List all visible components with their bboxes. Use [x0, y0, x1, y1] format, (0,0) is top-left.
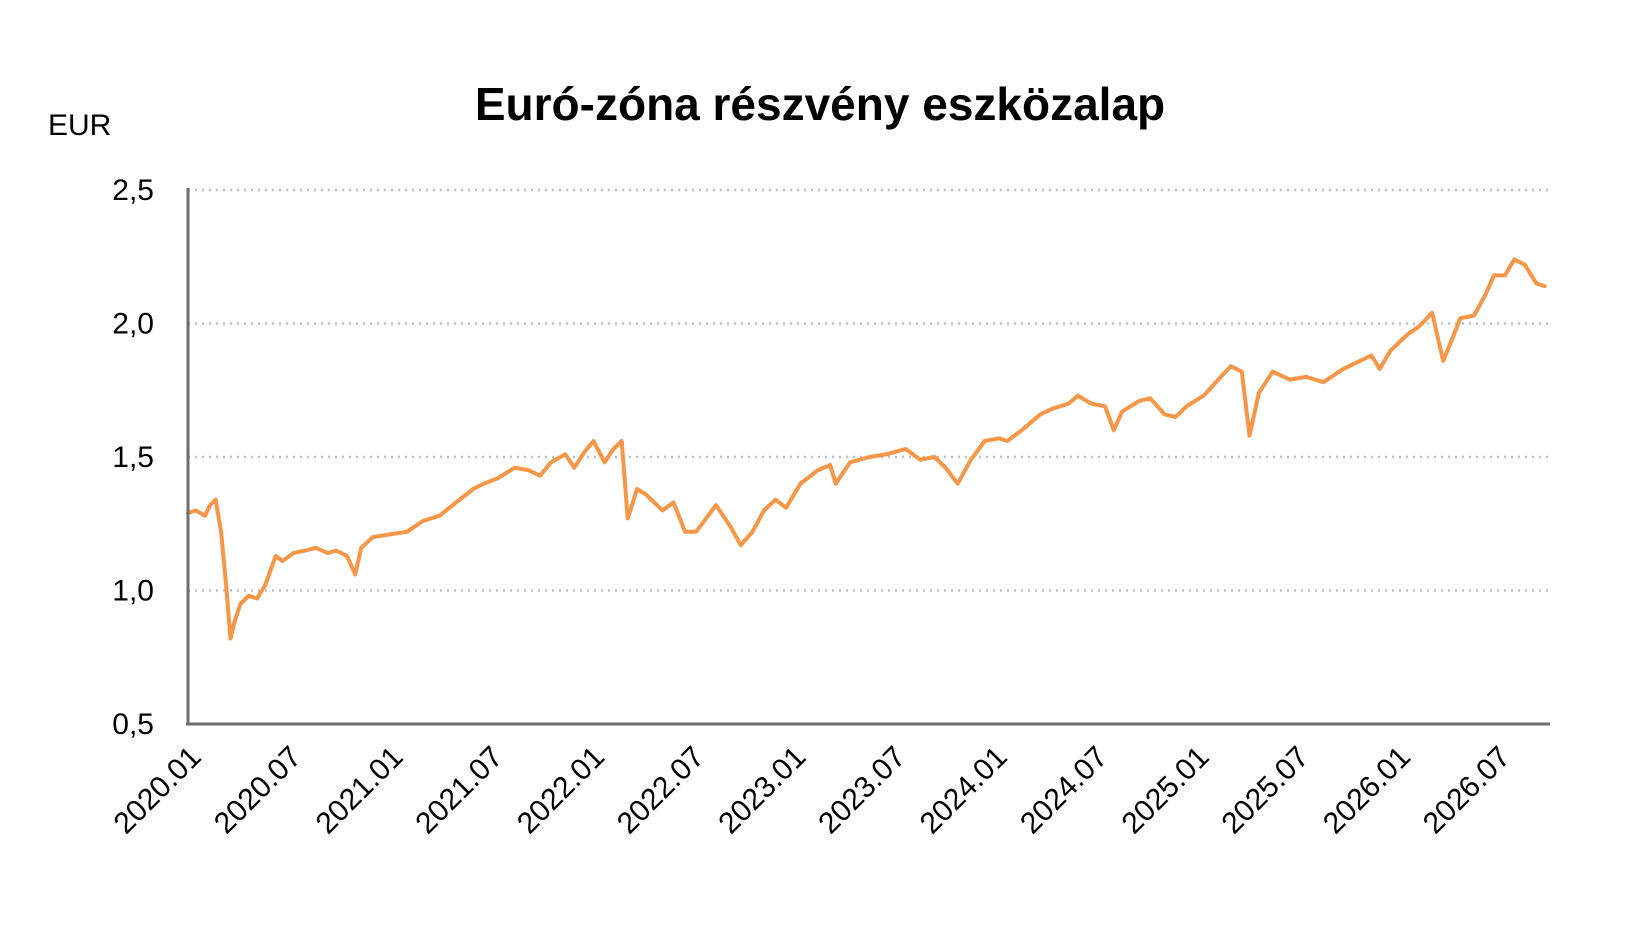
- series-line: [186, 257, 1547, 641]
- y-tick-label: 2,0: [112, 308, 154, 341]
- y-axis-ticks: 0,5 1,0 1,5 2,0 2,5: [112, 174, 154, 741]
- y-axis-unit: EUR: [48, 109, 111, 142]
- chart-title: Euró-zóna részvény eszközalap: [475, 78, 1165, 130]
- y-tick-label: 2,5: [112, 174, 154, 207]
- series-layer: [186, 257, 1547, 641]
- y-tick-label: 0,5: [112, 708, 154, 741]
- y-tick-label: 1,5: [112, 441, 154, 474]
- y-tick-label: 1,0: [112, 575, 154, 608]
